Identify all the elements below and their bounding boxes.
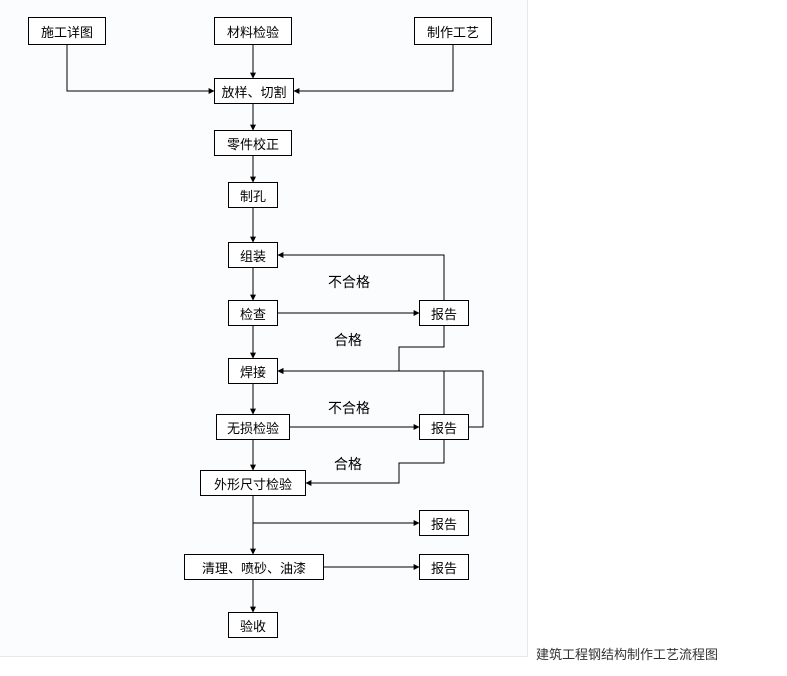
flowchart-node-clean: 清理、喷砂、油漆 (184, 554, 324, 580)
flowchart-node-detail: 施工详图 (28, 17, 106, 45)
edge-label-pass1: 合格 (334, 330, 362, 350)
flowchart-node-report2: 报告 (419, 414, 469, 440)
flowchart-edge-11 (419, 326, 444, 347)
edge-label-fail2: 不合格 (328, 398, 370, 418)
flowchart-edge-17 (306, 463, 419, 483)
flowchart-node-report4: 报告 (419, 554, 469, 580)
flowchart-node-drill: 制孔 (228, 182, 278, 208)
flowchart-node-inspect: 检查 (228, 300, 278, 326)
flowchart-node-material: 材料检验 (214, 17, 292, 45)
flowchart-edge-18 (419, 440, 444, 463)
flowchart-edge-10 (278, 347, 419, 371)
flowchart-node-ndt: 无损检验 (216, 414, 290, 440)
canvas: 施工详图材料检验制作工艺放样、切割零件校正制孔组装检查报告焊接无损检验报告外形尺… (0, 0, 787, 676)
flowchart-diagram: 施工详图材料检验制作工艺放样、切割零件校正制孔组装检查报告焊接无损检验报告外形尺… (0, 0, 528, 657)
flowchart-edge-14 (444, 371, 483, 414)
flowchart-node-assemble: 组装 (228, 242, 278, 268)
flowchart-node-accept: 验收 (228, 612, 278, 638)
flowchart-node-weld: 焊接 (228, 358, 278, 384)
flowchart-edge-1 (67, 45, 214, 91)
flowchart-node-correct: 零件校正 (214, 130, 292, 156)
flowchart-node-process: 制作工艺 (414, 17, 492, 45)
flowchart-node-shape: 外形尺寸检验 (200, 470, 306, 496)
flowchart-node-lofting: 放样、切割 (214, 78, 294, 104)
flowchart-node-report1: 报告 (419, 300, 469, 326)
flowchart-edge-2 (294, 45, 453, 91)
edge-label-fail1: 不合格 (328, 272, 370, 292)
flowchart-node-report3: 报告 (419, 510, 469, 536)
diagram-caption: 建筑工程钢结构制作工艺流程图 (536, 644, 718, 663)
edge-label-pass2: 合格 (334, 454, 362, 474)
